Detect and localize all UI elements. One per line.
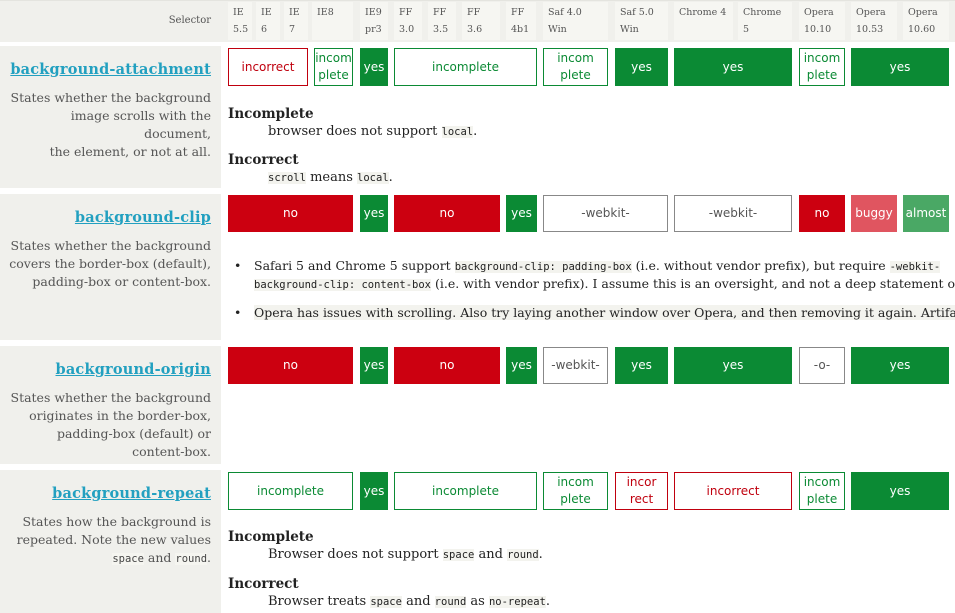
support-cell-incomplete: incomplete: [228, 472, 353, 510]
support-cell-yes: yes: [360, 195, 388, 232]
browser-column-header: Opera 10.53: [851, 2, 897, 40]
support-note-incorrect: Incorrect scroll means local.: [228, 152, 393, 185]
support-cell-no: no: [394, 195, 500, 232]
browser-column-header: FF 4b1: [506, 2, 536, 40]
support-cell-no: no: [799, 195, 845, 232]
browser-column-header: Opera 10.10: [799, 2, 845, 40]
support-cell-no: no: [228, 347, 353, 384]
browser-column-header: FF 3.5: [428, 2, 456, 40]
support-cell-neutral: -webkit-: [543, 195, 668, 232]
property-description: States whether the background covers the…: [9, 238, 211, 289]
property-description: States whether the background originates…: [10, 390, 212, 459]
support-cell-incomplete: incomplete: [394, 472, 537, 510]
support-cell-yes: yes: [674, 48, 792, 86]
browser-column-header: Chrome 4: [674, 2, 733, 40]
browser-column-header: Saf 4.0 Win: [543, 2, 608, 40]
support-note-incomplete: Incomplete Browser does not support spac…: [228, 529, 543, 562]
selector-header: Selector: [168, 15, 211, 26]
support-cell-yes: yes: [506, 195, 537, 232]
support-cell-yes: yes: [851, 347, 949, 384]
support-cell-no: no: [394, 347, 500, 384]
browser-column-header: IE8: [312, 2, 353, 40]
property-link[interactable]: background-attachment: [10, 61, 211, 78]
support-cell-yes: yes: [360, 48, 388, 86]
row-selector-cell: background-attachment States whether the…: [0, 46, 221, 188]
row-selector-cell: background-origin States whether the bac…: [0, 346, 221, 464]
browser-column-header: Chrome 5: [738, 2, 792, 40]
support-cell-yes: yes: [360, 347, 388, 384]
support-cell-yes: yes: [615, 347, 668, 384]
row-selector-cell: background-repeat States how the backgro…: [0, 470, 221, 613]
row-selector-cell: background-clip States whether the backg…: [0, 194, 221, 340]
browser-column-header: FF 3.0: [394, 2, 422, 40]
property-link[interactable]: background-repeat: [52, 485, 211, 502]
support-cell-yes: yes: [674, 347, 792, 384]
list-item: • Safari 5 and Chrome 5 support backgrou…: [234, 258, 955, 291]
support-cell-no: no: [228, 195, 353, 232]
browser-column-header: IE 5.5: [228, 2, 252, 40]
support-cell-yes: yes: [851, 472, 949, 510]
support-cell-yes: yes: [615, 48, 668, 86]
support-cell-neutral: -o-: [799, 347, 845, 384]
support-cell-yes: yes: [360, 472, 388, 510]
property-link[interactable]: background-origin: [55, 361, 211, 378]
browser-column-header: IE 7: [284, 2, 308, 40]
browser-column-header: IE9 pr3: [360, 2, 388, 40]
support-cell-incorrect: incorrect: [228, 48, 308, 86]
property-description: States how the background is repeated. N…: [16, 514, 211, 565]
support-note-incorrect: Incorrect Browser treats space and round…: [228, 576, 551, 609]
support-cell-buggy: buggy: [851, 195, 897, 232]
support-cell-neutral: -webkit-: [674, 195, 792, 232]
browser-column-header: Opera 10.60: [903, 2, 949, 40]
browser-column-header: IE 6: [256, 2, 280, 40]
browser-column-header: Saf 5.0 Win: [615, 2, 668, 40]
list-item: • Opera has issues with scrolling. Also …: [228, 305, 955, 325]
support-cell-neutral: -webkit-: [543, 347, 608, 384]
support-cell-almost: almost: [903, 195, 949, 232]
property-description: States whether the background image scro…: [10, 90, 212, 159]
support-cell-yes: yes: [506, 347, 537, 384]
support-cell-yes: yes: [851, 48, 949, 86]
browser-column-header: FF 3.6: [462, 2, 500, 40]
support-cell-incorrect: incorrect: [674, 472, 792, 510]
property-link[interactable]: background-clip: [74, 209, 211, 226]
support-note-incomplete: Incomplete browser does not support loca…: [228, 106, 478, 139]
support-cell-incomplete: incomplete: [394, 48, 537, 86]
